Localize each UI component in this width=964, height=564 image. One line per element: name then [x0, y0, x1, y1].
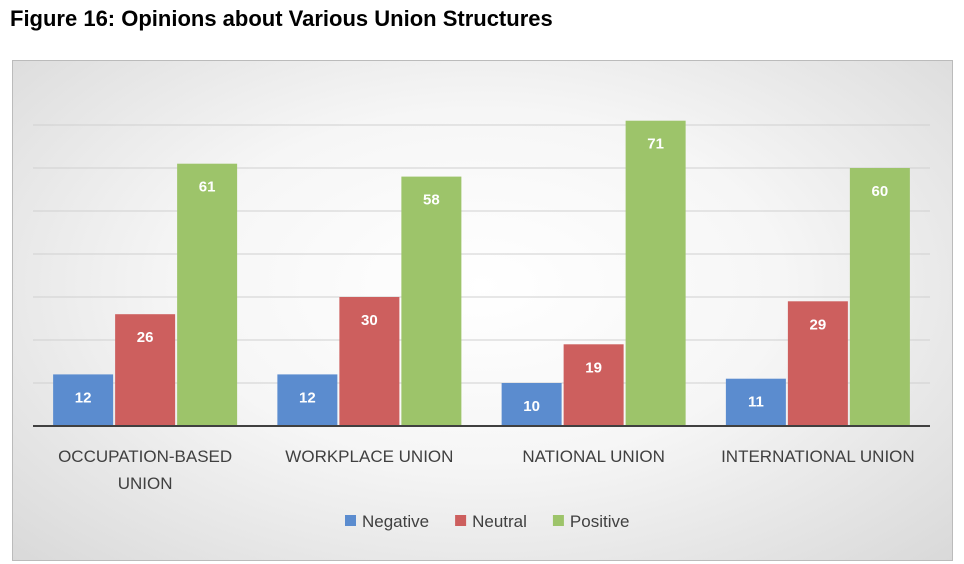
legend-label: Positive — [570, 512, 630, 531]
data-label: 61 — [199, 179, 216, 196]
x-tick-label: NATIONAL UNION — [522, 447, 665, 466]
bar-negative — [53, 374, 114, 426]
bar-positive — [177, 163, 238, 426]
bar-negative — [277, 374, 338, 426]
data-label: 30 — [361, 312, 378, 329]
data-label: 60 — [872, 183, 889, 200]
bar-negative — [501, 383, 562, 426]
data-label: 19 — [585, 359, 602, 376]
data-label: 29 — [810, 316, 827, 333]
legend-swatch-neutral — [455, 515, 467, 526]
data-label: 10 — [523, 398, 540, 415]
bar-positive — [625, 120, 686, 426]
chart-title: Figure 16: Opinions about Various Union … — [10, 6, 553, 31]
x-tick-label: INTERNATIONAL UNION — [721, 447, 915, 466]
x-tick-label: UNION — [118, 474, 173, 493]
bar-neutral — [563, 344, 624, 426]
legend-swatch-negative — [345, 515, 356, 526]
bar-negative — [725, 378, 786, 426]
bar-neutral — [339, 297, 400, 426]
data-label: 71 — [647, 136, 664, 153]
legend-label: Neutral — [472, 512, 527, 531]
bar-positive — [401, 176, 462, 426]
data-label: 26 — [137, 329, 154, 346]
data-label: 12 — [75, 389, 92, 406]
legend-swatch-positive — [552, 515, 564, 526]
data-label: 12 — [299, 389, 316, 406]
x-tick-label: WORKPLACE UNION — [285, 447, 453, 466]
bar-positive — [849, 168, 910, 426]
bar-neutral — [115, 314, 176, 426]
x-tick-label: OCCUPATION-BASED — [58, 447, 232, 466]
data-label: 11 — [748, 394, 764, 411]
legend-label: Negative — [362, 512, 429, 531]
bar-neutral — [787, 301, 848, 426]
data-label: 58 — [423, 192, 440, 209]
